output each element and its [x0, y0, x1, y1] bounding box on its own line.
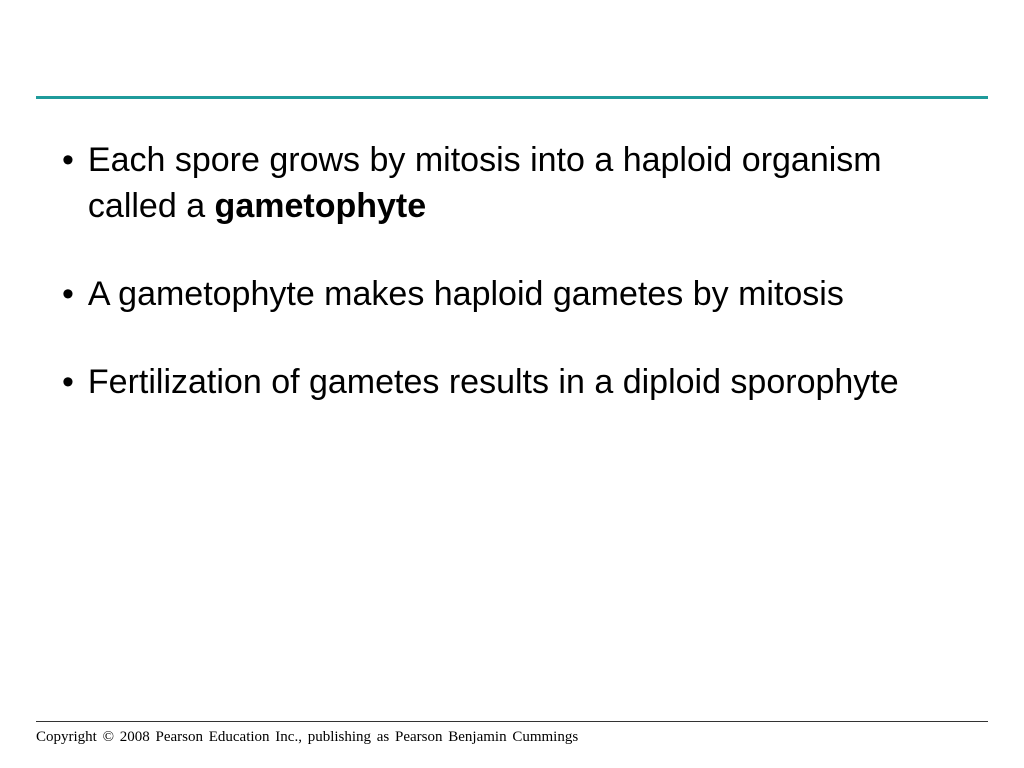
text-run: Fertilization of gametes results in a di…	[88, 363, 899, 401]
copyright-text: Copyright © 2008 Pearson Education Inc.,…	[36, 729, 578, 746]
bottom-rule	[36, 721, 988, 722]
bullet-text: A gametophyte makes haploid gametes by m…	[88, 272, 962, 318]
text-bold: gametophyte	[215, 187, 427, 225]
text-run: Each spore grows by mitosis into a haplo…	[88, 141, 882, 225]
bullet-text: Each spore grows by mitosis into a haplo…	[88, 138, 962, 230]
list-item: • Fertilization of gametes results in a …	[62, 360, 962, 406]
bullet-icon: •	[62, 272, 74, 318]
slide: • Each spore grows by mitosis into a hap…	[0, 0, 1024, 768]
list-item: • Each spore grows by mitosis into a hap…	[62, 138, 962, 230]
top-rule	[36, 96, 988, 99]
bullet-icon: •	[62, 138, 74, 184]
bullet-icon: •	[62, 360, 74, 406]
bullet-list: • Each spore grows by mitosis into a hap…	[62, 138, 962, 448]
text-run: A gametophyte makes haploid gametes by m…	[88, 275, 844, 313]
list-item: • A gametophyte makes haploid gametes by…	[62, 272, 962, 318]
bullet-text: Fertilization of gametes results in a di…	[88, 360, 962, 406]
